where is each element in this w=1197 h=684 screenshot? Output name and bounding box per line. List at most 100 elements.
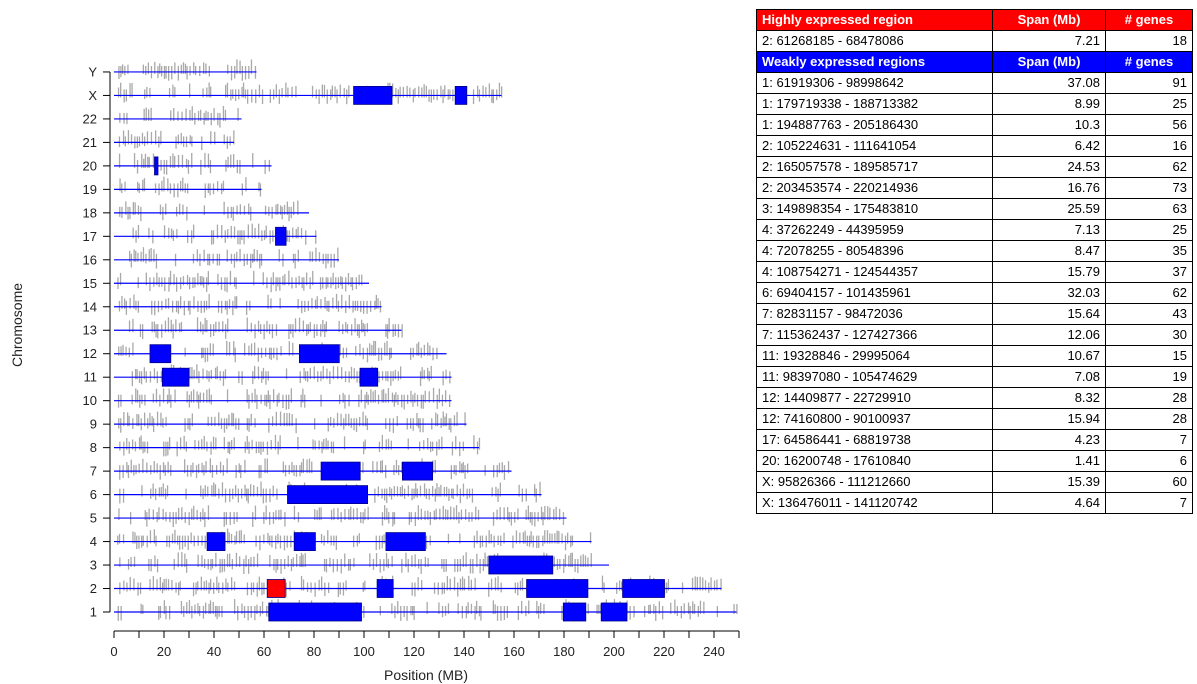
gene-tick [269,89,271,103]
weak-region [454,86,468,105]
gene-tick [414,554,416,568]
gene-tick [497,535,499,545]
gene-tick [199,512,202,522]
gene-tick [144,412,146,427]
gene-tick [275,84,277,98]
gene-tick [193,389,195,403]
gene-tick [337,366,339,380]
gene-tick [270,277,272,293]
gene-tick [182,276,185,286]
gene-tick [366,391,368,403]
gene-tick [148,157,150,168]
gene-tick [314,582,316,597]
gene-tick [537,512,539,522]
gene-tick [300,575,303,591]
gene-tick [447,603,450,614]
gene-tick [395,87,397,98]
gene-tick [476,601,478,614]
gene-tick [372,391,374,403]
gene-tick [450,418,452,433]
gene-tick [468,512,470,522]
gene-tick [521,601,523,614]
gene-tick [254,227,256,239]
gene-tick [227,229,229,239]
gene-tick [231,559,233,570]
gene-tick [201,347,203,359]
gene-tick [229,136,231,146]
y-tick-label: 5 [90,511,97,526]
gene-tick [210,131,212,145]
region-tables: Highly expressed region Span (Mb) # gene… [756,9,1193,514]
gene-tick [330,509,333,521]
gene-tick [459,461,461,474]
gene-tick [203,205,205,215]
gene-tick [237,488,239,503]
gene-tick [358,274,360,286]
gene-tick [233,341,235,356]
gene-tick [508,512,510,522]
gene-tick [393,486,395,497]
gene-tick [432,441,434,452]
gene-tick [225,84,227,98]
gene-tick [142,458,144,474]
gene-tick [325,253,327,269]
gene-tick [288,413,291,427]
gene-tick [239,204,241,215]
gene-tick [415,483,417,497]
gene-tick [207,271,209,286]
gene-tick [424,510,426,520]
gene-tick [653,604,655,614]
gene-tick [142,247,145,262]
gene-tick [438,602,440,614]
gene-tick [118,300,121,312]
gene-tick [206,277,208,292]
gene-tick [496,509,498,521]
gene-tick [736,604,738,614]
genes-cell: 62 [1105,156,1193,178]
gene-tick [345,413,347,427]
x-tick-label: 40 [207,644,221,659]
gene-tick [151,416,153,427]
y-tick-label: 17 [83,229,97,244]
gene-tick [338,320,340,333]
gene-tick [165,203,167,215]
gene-tick [204,512,206,528]
gene-tick [199,66,201,77]
gene-tick [237,230,239,245]
gene-tick [258,576,260,591]
gene-tick [265,505,267,521]
gene-tick [167,441,169,456]
gene-tick [244,459,246,474]
gene-tick [379,606,381,616]
gene-tick [327,418,329,432]
gene-tick [133,578,135,591]
gene-tick [246,300,248,316]
gene-tick [225,578,227,591]
gene-tick [191,367,193,380]
gene-tick [213,108,215,121]
gene-tick [193,505,195,521]
gene-tick [477,509,480,521]
gene-tick [200,109,202,121]
gene-tick [130,134,133,145]
gene-tick [146,462,148,474]
gene-tick [374,300,376,310]
gene-tick [442,411,444,427]
x-tick-label: 180 [553,644,575,659]
gene-tick [345,580,347,591]
gene-tick [233,130,235,145]
y-tick-label: 9 [90,417,97,432]
gene-tick [205,602,207,614]
gene-tick [218,488,220,499]
gene-tick [142,604,144,614]
gene-tick [355,418,358,432]
gene-tick [154,61,156,74]
gene-tick [194,439,196,450]
gene-tick [250,322,252,333]
gene-tick [542,512,544,526]
gene-tick [231,440,233,450]
gene-tick [256,582,258,597]
gene-tick [269,488,271,503]
region-cell: 1: 61919306 - 98998642 [756,72,993,94]
gene-tick [306,272,308,286]
